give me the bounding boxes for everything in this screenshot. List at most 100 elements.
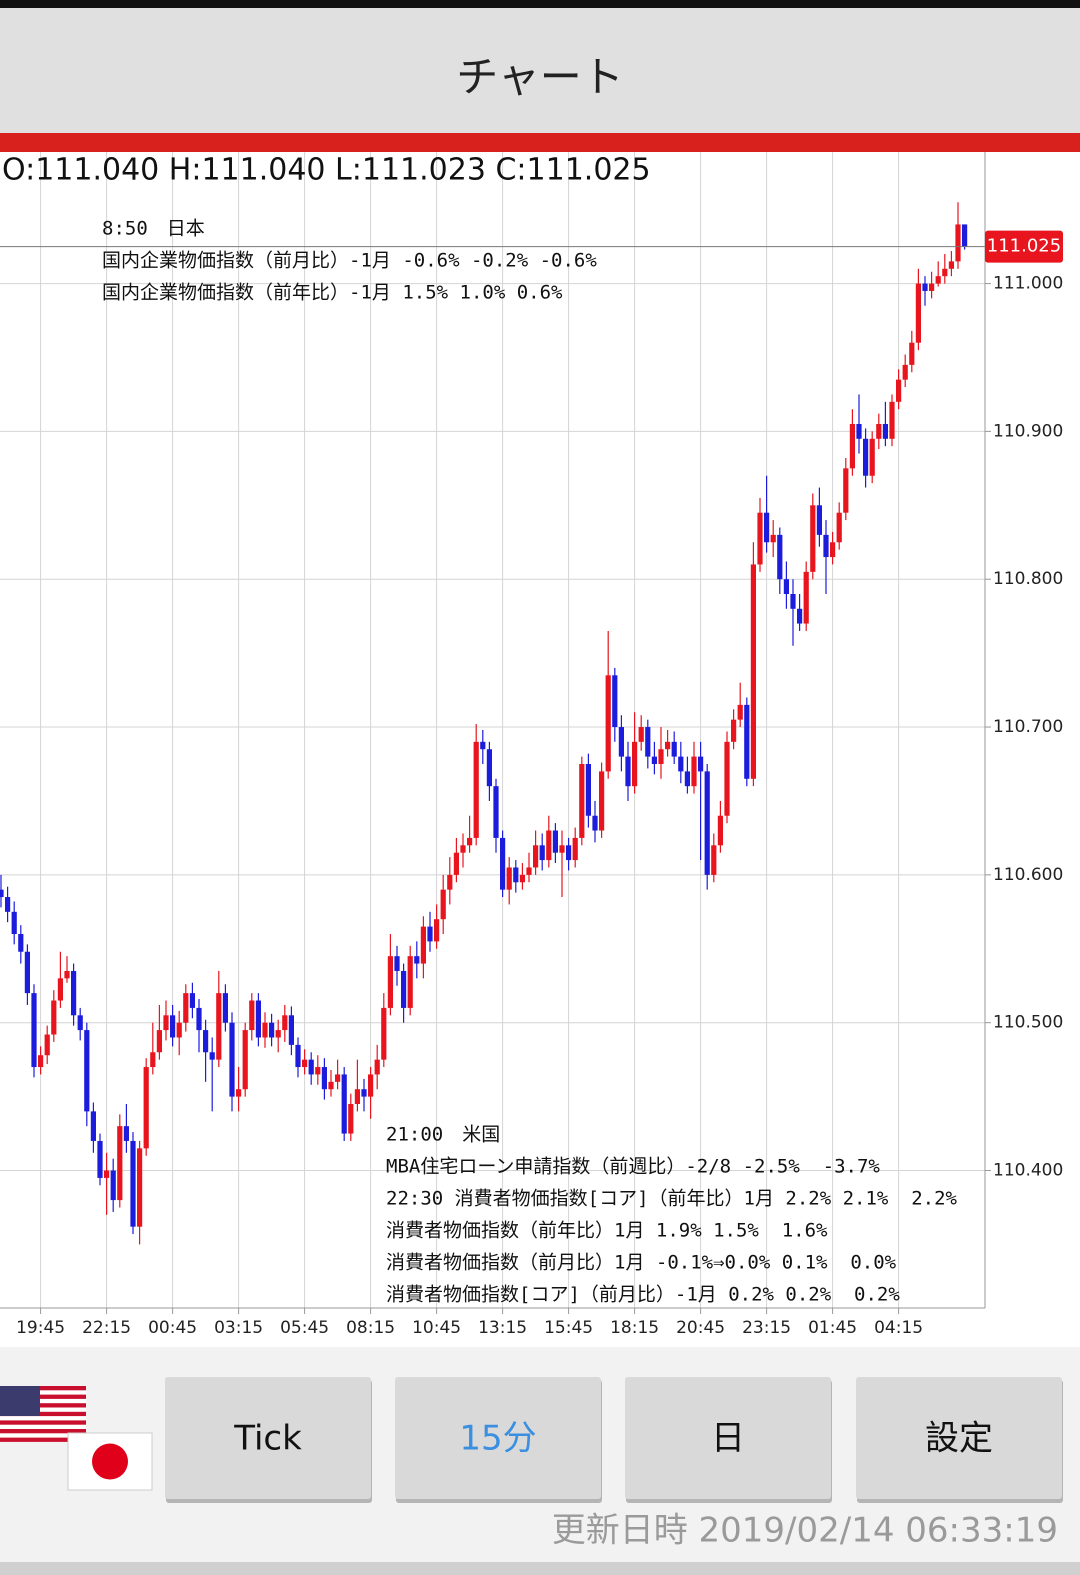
x-tick-label: 05:45 <box>280 1318 329 1338</box>
y-tick-label: 110.500 <box>993 1013 1063 1033</box>
candle-body <box>863 438 869 476</box>
button-label[interactable]: 設定 <box>925 1419 993 1459</box>
candle-body <box>163 1015 169 1031</box>
candle-body <box>57 978 63 1001</box>
y-tick-label: 110.800 <box>993 569 1063 589</box>
bottom-bar <box>0 1562 1080 1575</box>
candle-body <box>381 1007 387 1060</box>
ohlc-header: O:111.040 H:111.040 L:111.023 C:111.025 <box>2 153 651 188</box>
candle-body <box>902 364 908 380</box>
candle-body <box>414 956 420 964</box>
candle-body <box>440 889 446 920</box>
candle-body <box>361 1089 367 1097</box>
candle-body <box>717 815 723 846</box>
candle-body <box>31 993 37 1068</box>
candle-body <box>552 830 558 853</box>
candle-body <box>143 1067 149 1149</box>
button-label[interactable]: Tick <box>233 1419 302 1459</box>
candle-body <box>962 224 968 247</box>
button-row: Tick 15分 日 設定 <box>165 1377 1063 1503</box>
candle-body <box>513 867 519 883</box>
candle-body <box>130 1140 136 1227</box>
button-label[interactable]: 15分 <box>459 1419 536 1459</box>
timeframe-button[interactable]: 日 <box>625 1377 832 1503</box>
candle-body <box>856 424 862 439</box>
candle-body <box>183 993 189 1023</box>
candle-body <box>698 756 704 772</box>
candle-body <box>849 424 855 469</box>
candle-body <box>354 1089 360 1104</box>
candle-body <box>427 926 433 942</box>
event-annotation: 8:50 日本 <box>102 218 205 240</box>
candle-body <box>757 512 763 565</box>
timeframe-button[interactable]: 15分 <box>395 1377 602 1503</box>
candle-body <box>176 1022 182 1038</box>
candle-body <box>460 845 466 853</box>
candle-body <box>5 897 11 912</box>
candle-body <box>882 424 888 439</box>
candle-body <box>579 764 585 838</box>
candle-body <box>566 845 572 861</box>
candle-body <box>599 771 605 831</box>
current-price-label: 111.025 <box>987 236 1061 257</box>
button-face[interactable] <box>856 1377 1062 1499</box>
candle-body <box>156 1030 162 1053</box>
candle-body <box>229 1022 235 1097</box>
candle-body <box>189 993 195 1008</box>
candle-body <box>731 719 737 742</box>
candle-body <box>816 505 822 535</box>
candle-body <box>222 993 228 1023</box>
candle-body <box>341 1074 347 1134</box>
plot <box>0 152 991 1314</box>
candle-body <box>750 564 756 779</box>
x-tick-label: 04:15 <box>874 1318 923 1338</box>
chart-area <box>0 152 1080 1347</box>
button-label[interactable]: 日 <box>711 1419 745 1459</box>
candle-body <box>797 608 803 624</box>
candle-body <box>288 1015 294 1045</box>
candle-body <box>783 579 789 594</box>
button-face[interactable] <box>395 1377 601 1499</box>
candle-body <box>137 1148 143 1227</box>
x-tick-label: 13:15 <box>478 1318 527 1338</box>
candle-body <box>374 1059 380 1075</box>
timeframe-button[interactable]: Tick <box>165 1377 372 1503</box>
candle-body <box>38 1055 44 1068</box>
candle-body <box>249 1000 255 1031</box>
candle-body <box>843 468 849 513</box>
candle-body <box>44 1034 50 1056</box>
event-annotation: 22:30 消費者物価指数[コア]（前年比）1月 2.2% 2.1% 2.2% <box>386 1188 958 1210</box>
candle-body <box>453 852 459 875</box>
candle-body <box>678 756 684 772</box>
y-tick-label: 110.400 <box>993 1161 1063 1181</box>
y-tick-label: 110.900 <box>993 421 1063 441</box>
button-face[interactable] <box>165 1377 371 1499</box>
candle-body <box>684 771 690 787</box>
candle-body <box>896 379 902 402</box>
x-tick-label: 15:45 <box>544 1318 593 1338</box>
candle-body <box>394 956 400 971</box>
y-tick-label: 110.600 <box>993 865 1063 885</box>
candle-body <box>823 534 829 558</box>
candle-body <box>24 951 30 994</box>
candle-body <box>500 837 506 890</box>
candle-body <box>242 1030 248 1090</box>
candle-body <box>665 741 671 750</box>
candle-body <box>836 512 842 543</box>
x-tick-label: 20:45 <box>676 1318 725 1338</box>
event-annotation: 国内企業物価指数（前月比）-1月 -0.6% -0.2% -0.6% <box>102 250 597 272</box>
candle-body <box>493 786 499 838</box>
x-tick-label: 23:15 <box>742 1318 791 1338</box>
candle-body <box>935 276 941 284</box>
candle-body <box>526 867 532 875</box>
x-tick-label: 00:45 <box>148 1318 197 1338</box>
button-face[interactable] <box>625 1377 831 1499</box>
candle-body <box>480 741 486 750</box>
candle-body <box>830 542 836 558</box>
candle-body <box>18 934 24 952</box>
accent-bar <box>0 133 1080 152</box>
candle-body <box>651 756 657 764</box>
timeframe-button[interactable]: 設定 <box>856 1377 1063 1503</box>
candle-body <box>196 1007 202 1031</box>
candle-body <box>638 727 644 742</box>
